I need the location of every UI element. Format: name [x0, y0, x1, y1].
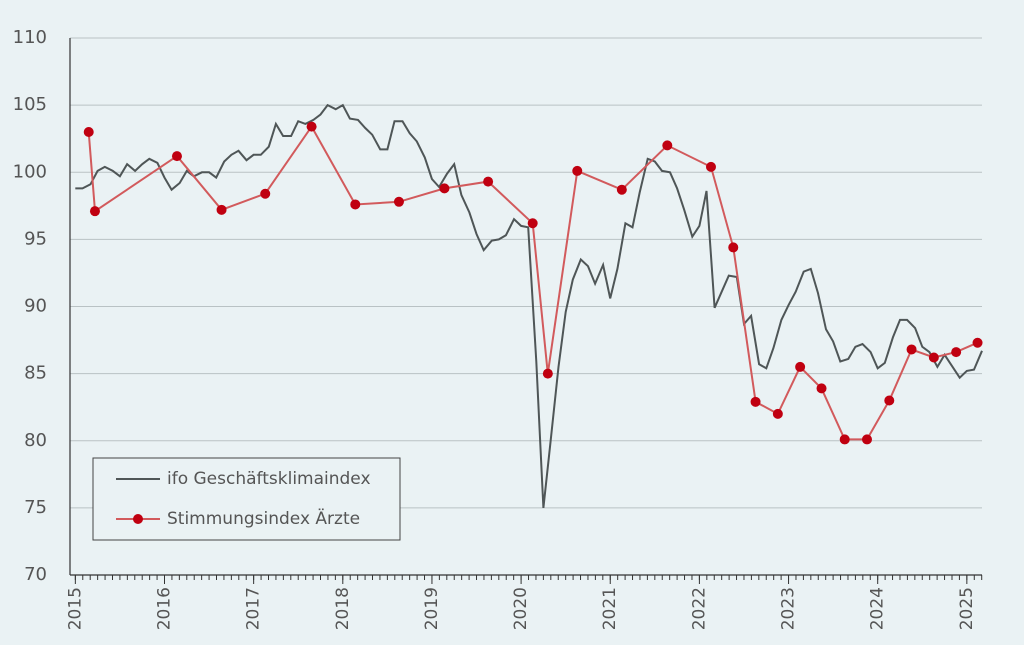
- series-marker: [728, 242, 739, 253]
- series-marker: [527, 218, 538, 229]
- series-marker: [542, 368, 553, 379]
- y-tick-label: 95: [24, 228, 47, 249]
- legend-label: ifo Geschäftsklimaindex: [167, 469, 371, 489]
- series-marker: [171, 151, 182, 162]
- series-marker: [216, 204, 227, 215]
- legend-marker: [133, 514, 143, 524]
- series-marker: [795, 361, 806, 372]
- y-tick-label: 105: [13, 94, 47, 115]
- series-marker: [928, 352, 939, 363]
- series-marker: [750, 396, 761, 407]
- y-tick-label: 70: [24, 564, 47, 585]
- x-tick-label: 2020: [511, 587, 531, 630]
- x-tick-label: 2017: [244, 587, 264, 630]
- y-tick-label: 90: [24, 296, 47, 317]
- legend: ifo Geschäftsklimaindex Stimmungsindex Är…: [92, 457, 401, 541]
- series-marker: [972, 337, 983, 348]
- series-marker: [906, 344, 917, 355]
- series-marker: [83, 126, 94, 137]
- x-tick-label: 2022: [689, 587, 709, 630]
- series-marker: [705, 161, 716, 172]
- series-marker: [861, 434, 872, 445]
- series-marker: [89, 206, 100, 217]
- legend-box: [92, 457, 401, 541]
- x-tick-label: 2015: [65, 587, 85, 630]
- series-line: [87, 124, 978, 441]
- x-tick-label: 2018: [333, 587, 353, 630]
- series-marker: [951, 347, 962, 358]
- series-marker: [439, 183, 450, 194]
- x-tick-label: 2016: [154, 587, 174, 630]
- series-marker: [884, 395, 895, 406]
- series-marker: [260, 188, 271, 199]
- series-marker: [483, 176, 494, 187]
- x-tick-label: 2025: [957, 587, 977, 630]
- x-tick-label: 2023: [779, 587, 799, 630]
- x-tick-label: 2024: [868, 587, 888, 630]
- series-marker: [816, 383, 827, 394]
- y-tick-label: 85: [24, 363, 47, 384]
- series-marker: [306, 121, 317, 132]
- legend-label: Stimmungsindex Ärzte: [167, 508, 360, 529]
- series-marker: [393, 196, 404, 207]
- x-tick-label: 2019: [422, 587, 442, 630]
- series-marker: [662, 140, 673, 151]
- series-marker: [616, 184, 627, 195]
- series-line: [75, 103, 983, 509]
- y-tick-label: 80: [24, 430, 47, 451]
- series-marker: [839, 434, 850, 445]
- x-tick-label: 2021: [600, 587, 620, 630]
- series-marker: [772, 408, 783, 419]
- y-tick-label: 100: [13, 161, 47, 182]
- y-tick-label: 75: [24, 497, 47, 518]
- series-marker: [572, 165, 583, 176]
- y-tick-label: 110: [13, 27, 47, 48]
- series-marker: [350, 199, 361, 210]
